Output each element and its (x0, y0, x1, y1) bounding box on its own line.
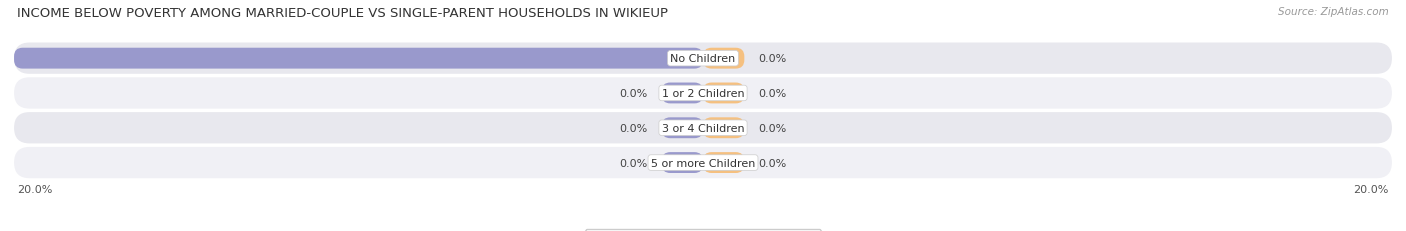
Text: 20.0%: 20.0% (17, 184, 53, 194)
Text: 0.0%: 0.0% (620, 158, 648, 168)
Text: 3 or 4 Children: 3 or 4 Children (662, 123, 744, 133)
Text: Source: ZipAtlas.com: Source: ZipAtlas.com (1278, 7, 1389, 17)
FancyBboxPatch shape (703, 118, 744, 139)
Text: INCOME BELOW POVERTY AMONG MARRIED-COUPLE VS SINGLE-PARENT HOUSEHOLDS IN WIKIEUP: INCOME BELOW POVERTY AMONG MARRIED-COUPL… (17, 7, 668, 20)
FancyBboxPatch shape (703, 49, 744, 69)
Text: 0.0%: 0.0% (758, 158, 786, 168)
Text: 20.0%: 20.0% (1353, 184, 1389, 194)
FancyBboxPatch shape (14, 43, 1392, 75)
FancyBboxPatch shape (662, 152, 703, 173)
Text: 0.0%: 0.0% (758, 88, 786, 99)
FancyBboxPatch shape (703, 152, 744, 173)
FancyBboxPatch shape (14, 49, 703, 69)
FancyBboxPatch shape (662, 118, 703, 139)
Text: 0.0%: 0.0% (620, 88, 648, 99)
Text: 0.0%: 0.0% (758, 123, 786, 133)
Text: 1 or 2 Children: 1 or 2 Children (662, 88, 744, 99)
FancyBboxPatch shape (14, 147, 1392, 178)
Text: No Children: No Children (671, 54, 735, 64)
FancyBboxPatch shape (662, 83, 703, 104)
Text: 5 or more Children: 5 or more Children (651, 158, 755, 168)
FancyBboxPatch shape (703, 83, 744, 104)
FancyBboxPatch shape (14, 78, 1392, 109)
Legend: Married Couples, Single Parents: Married Couples, Single Parents (585, 229, 821, 231)
Text: 0.0%: 0.0% (758, 54, 786, 64)
FancyBboxPatch shape (14, 113, 1392, 144)
Text: 0.0%: 0.0% (620, 123, 648, 133)
